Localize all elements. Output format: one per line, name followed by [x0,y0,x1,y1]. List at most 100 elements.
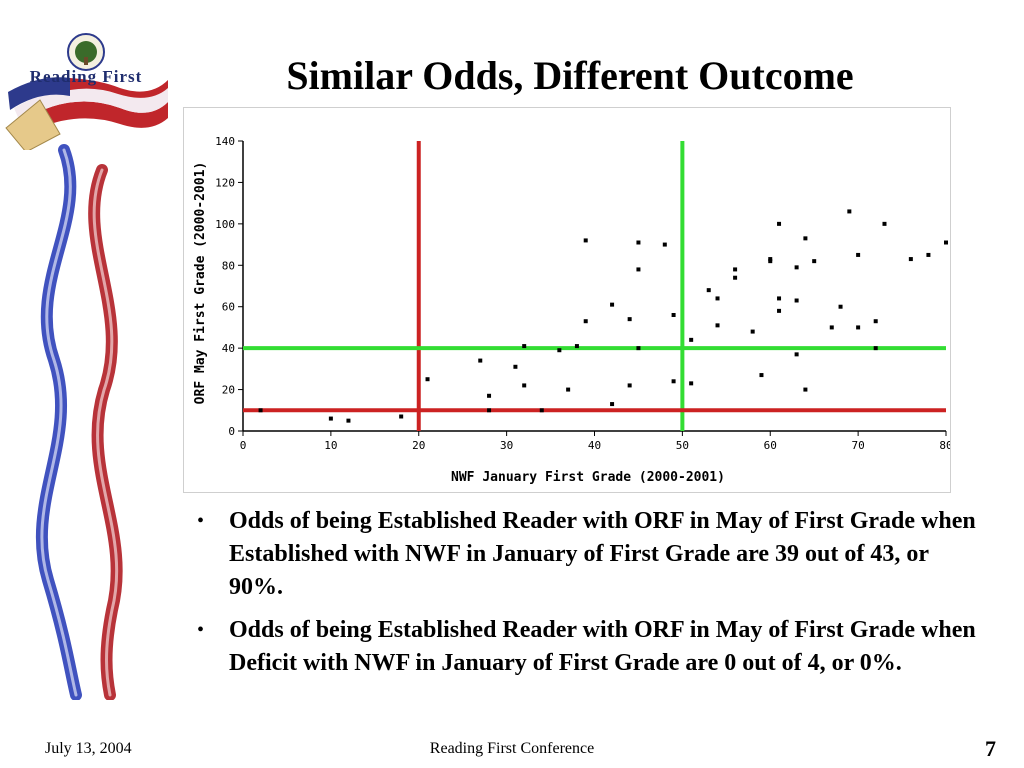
data-point [873,319,878,324]
y-tick-label: 80 [222,259,235,272]
data-point [539,408,544,413]
data-points [258,209,948,423]
data-point [715,323,720,328]
data-point [522,383,527,388]
data-point [689,381,694,386]
y-tick-label: 120 [215,176,235,189]
data-point [715,296,720,301]
x-tick-label: 60 [764,439,777,452]
x-tick-label: 50 [676,439,689,452]
logo-text: Reading First [30,67,143,86]
data-point [777,221,782,226]
scatter-chart-frame: 0 20 40 60 80 100 120 140 0 10 20 30 40 50 60 70 80 NWF … [183,107,951,493]
data-point [750,329,755,334]
y-tick-label: 20 [222,384,235,397]
data-point [487,393,492,398]
data-point [566,387,571,392]
bullet-symbol: • [197,510,205,532]
data-point [328,416,333,421]
data-point [610,302,615,307]
data-point [759,373,764,378]
data-point [636,346,641,351]
data-point [803,387,808,392]
data-point [399,414,404,419]
data-point [522,344,527,349]
data-point [478,358,483,363]
data-point [768,259,773,264]
data-point [557,348,562,353]
footer-conference: Reading First Conference [429,740,595,757]
data-point [838,304,843,309]
data-point [346,418,351,423]
data-point [583,238,588,243]
scatter-chart: 0 20 40 60 80 100 120 140 0 10 20 30 40 50 60 70 80 NWF … [193,135,950,485]
decorative-ribbons [35,144,123,700]
data-point [908,257,913,262]
data-point [671,313,676,317]
flag-stripe-red [20,101,168,138]
data-point [768,257,773,262]
data-point [873,346,878,351]
bullet-text: Odds of being Established Reader with OR… [229,617,976,676]
data-point [513,364,518,369]
data-point [926,252,931,257]
data-point [856,252,861,257]
x-tick-label: 70 [852,439,865,452]
data-point [777,296,782,301]
data-point [706,288,711,293]
data-point [733,275,738,280]
data-point [627,317,632,322]
x-axis-label: NWF January First Grade (2000-2001) [451,470,725,485]
data-point [610,402,615,407]
flag-stripe-red-2 [70,78,168,98]
y-tick-label: 60 [222,301,235,314]
data-point [627,383,632,388]
x-tick-label: 20 [412,439,425,452]
book-shape [5,99,61,150]
data-point [777,308,782,313]
reading-first-logo: Reading First [5,33,168,150]
footer-date: July 13, 2004 [45,740,132,757]
data-point [794,265,799,270]
flag-stripe-blue [8,77,70,110]
data-point [583,319,588,324]
data-point [803,236,808,241]
page-number: 7 [985,736,996,761]
x-tick-label: 30 [500,439,513,452]
flag-stripe-white [14,88,168,122]
x-tick-label: 40 [588,439,601,452]
data-point [636,240,641,245]
data-point [829,325,834,330]
y-tick-label: 100 [215,218,235,231]
reference-lines [243,141,946,431]
data-point [689,337,694,342]
data-point [662,242,667,247]
chart-axes: 0 20 40 60 80 100 120 140 0 10 20 30 40 50 60 70 80 [215,135,950,452]
bullet-symbol: • [197,619,205,641]
data-point [794,352,799,357]
data-point [944,240,948,245]
y-tick-label: 140 [215,135,235,148]
bullet-text: Odds of being Established Reader with OR… [229,508,976,600]
bullet-item: • Odds of being Established Reader with O… [195,614,985,680]
y-tick-label: 0 [228,425,235,438]
data-point [856,325,861,330]
y-axis-label: ORF May First Grade (2000-2001) [193,162,208,405]
data-point [487,408,492,413]
y-tick-label: 40 [222,342,235,355]
data-point [636,267,641,272]
data-point [794,298,799,303]
bullet-list: • Odds of being Established Reader with O… [195,505,985,690]
data-point [425,377,430,382]
data-point [847,209,852,214]
data-point [671,379,676,384]
data-point [574,344,579,349]
data-point [258,408,263,413]
data-point [733,267,738,272]
x-tick-label: 0 [240,439,247,452]
x-tick-label: 10 [324,439,337,452]
slide-title: Similar Odds, Different Outcome [286,53,854,98]
bullet-item: • Odds of being Established Reader with O… [195,505,985,604]
data-point [882,221,887,226]
x-tick-label: 80 [939,439,950,452]
